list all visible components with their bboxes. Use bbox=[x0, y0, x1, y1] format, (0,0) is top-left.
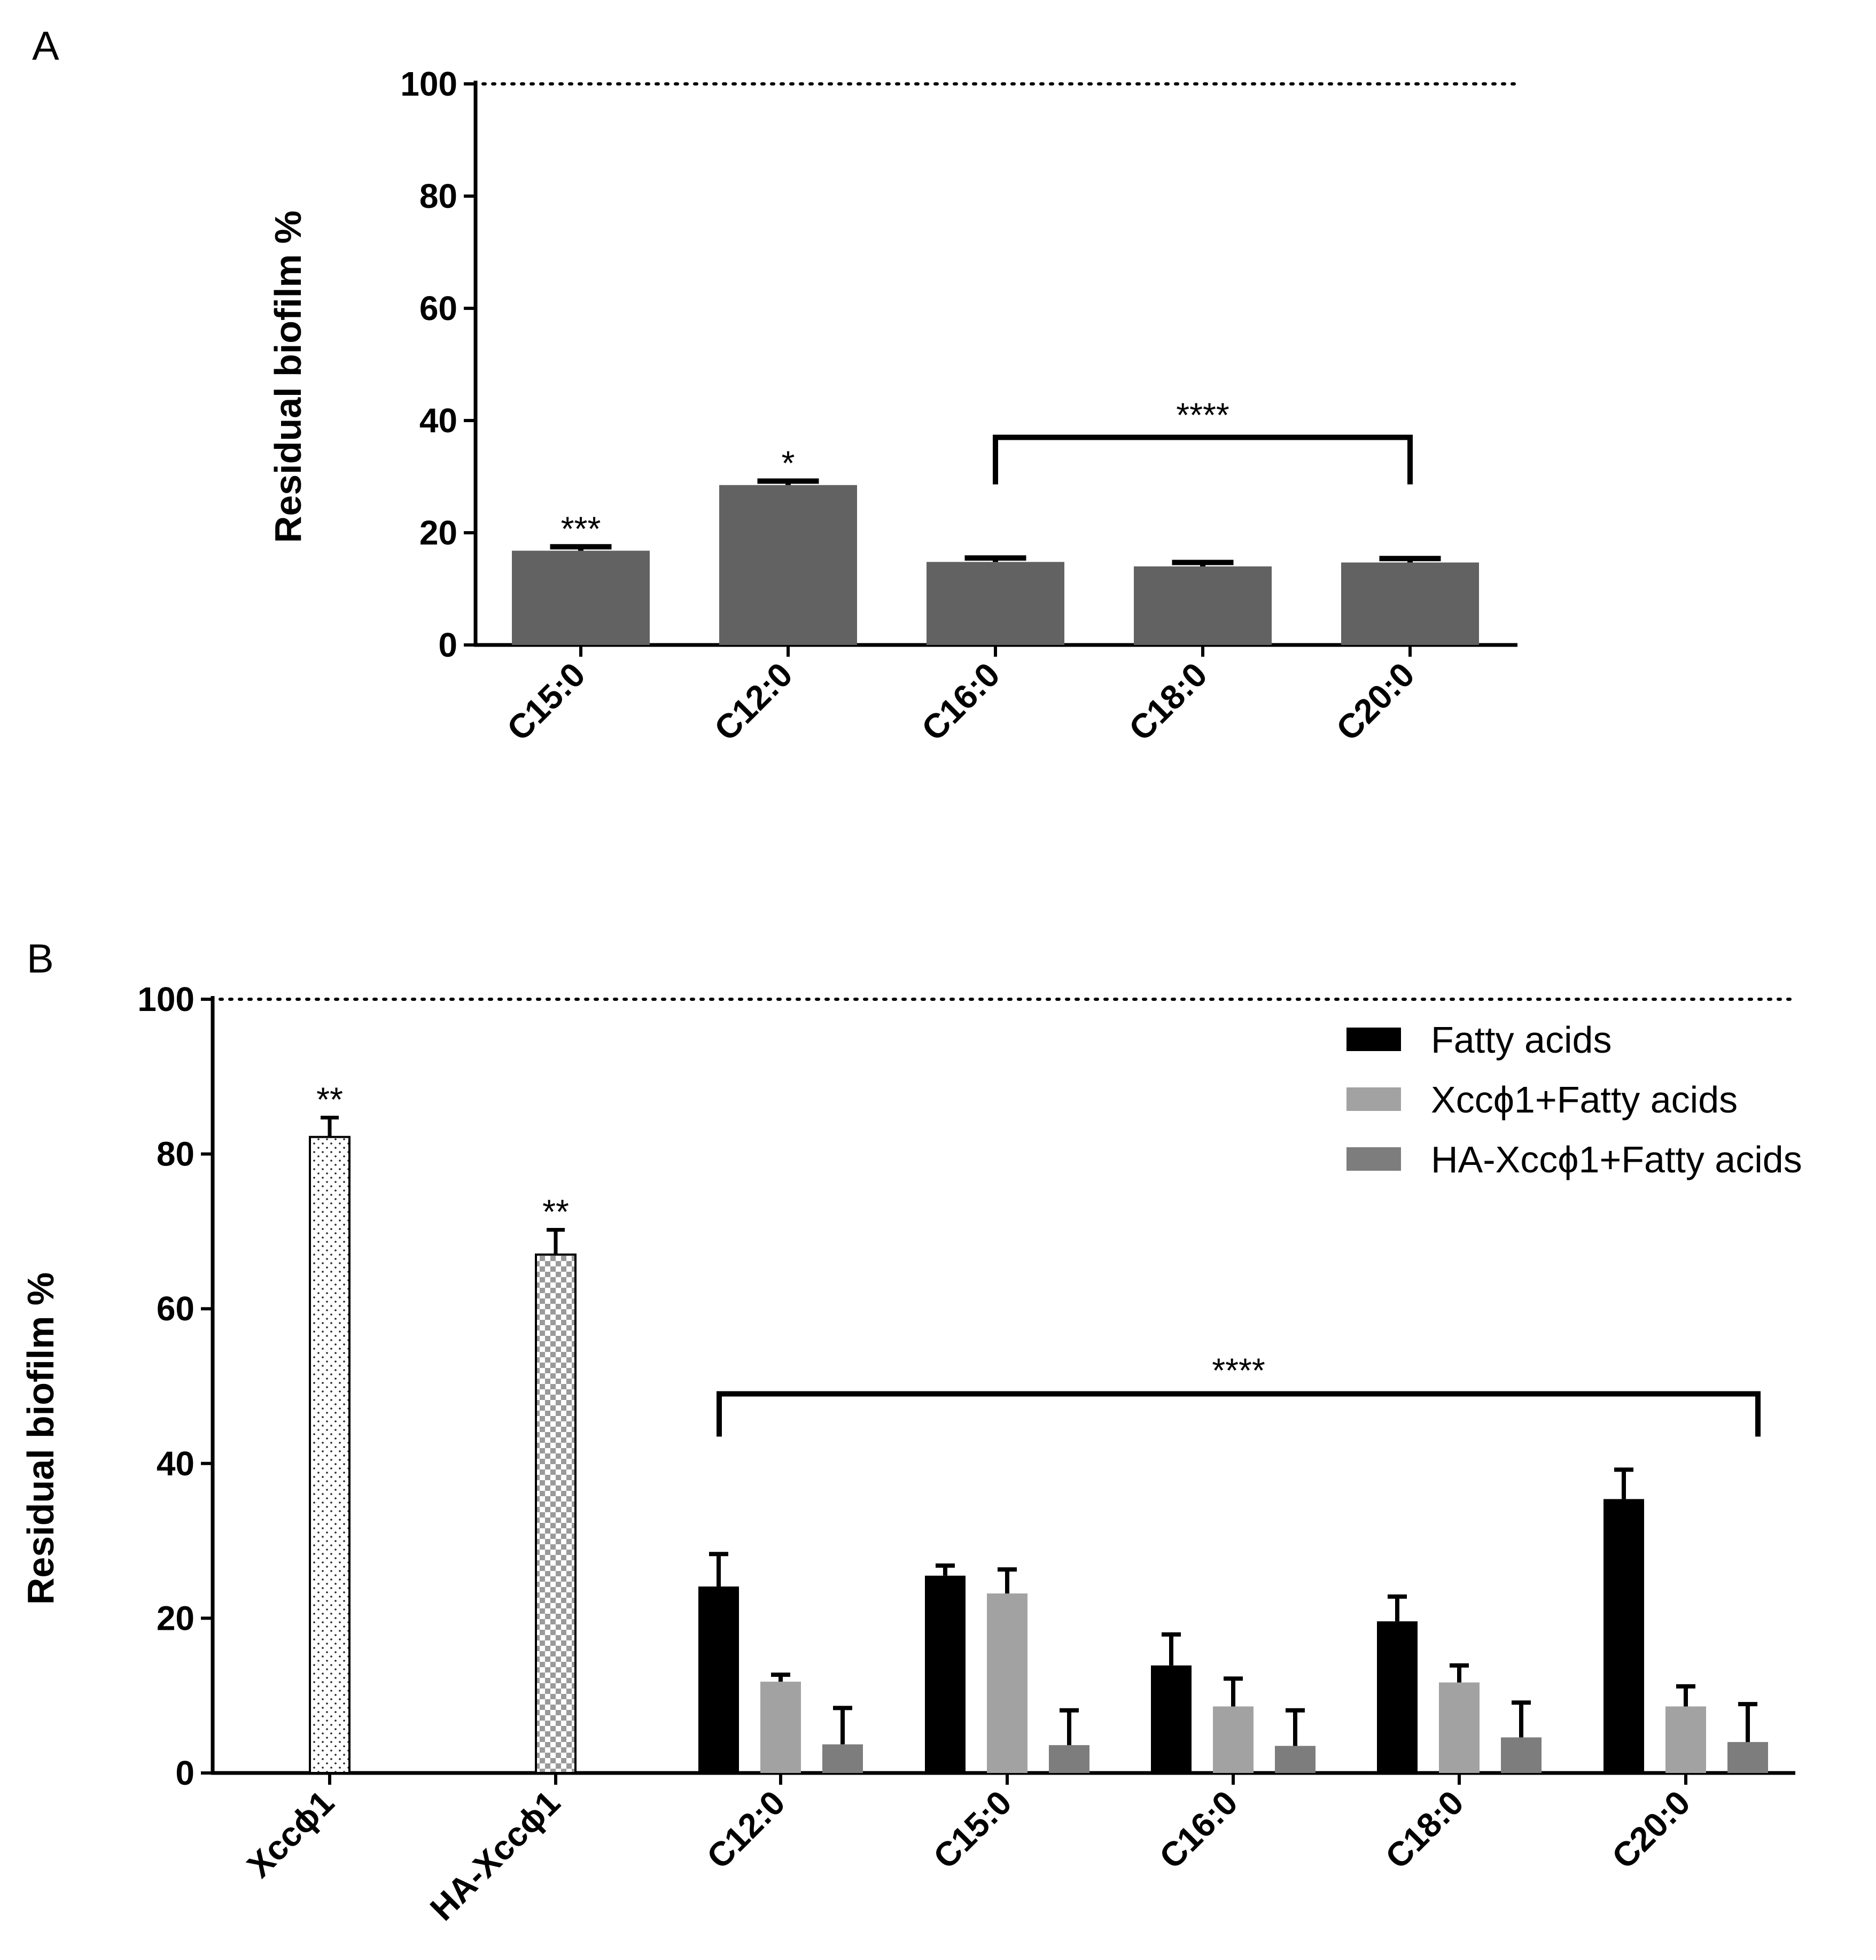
significance-bracket bbox=[993, 434, 1413, 485]
panel-a-y-axis-title: Residual biofilm % bbox=[267, 211, 309, 543]
significance-label: ** bbox=[542, 1193, 569, 1231]
panel-a-label: A bbox=[32, 24, 59, 69]
y-tick-label: 80 bbox=[419, 177, 457, 215]
x-tick-label: Xccϕ1 bbox=[239, 1783, 341, 1885]
y-tick-label: 100 bbox=[137, 980, 194, 1018]
bar-C15-0-series-2 bbox=[1049, 1745, 1089, 1773]
bar-C15-0 bbox=[512, 550, 650, 645]
bar-C20-0 bbox=[1341, 562, 1479, 645]
y-tick-label: 0 bbox=[438, 626, 457, 664]
bar-C18-0-series-1 bbox=[1439, 1682, 1480, 1773]
bar-C18-0-series-2 bbox=[1501, 1737, 1542, 1773]
panel-b: B Residual biofilm % 0 20 40 60 80 100 ** Xccϕ1… bbox=[20, 936, 1802, 1928]
bar-C16-0 bbox=[927, 562, 1064, 645]
bar-C12-0-series-1 bbox=[760, 1682, 801, 1773]
x-tick-label: HA-Xccϕ1 bbox=[423, 1783, 567, 1928]
significance-label: ** bbox=[316, 1080, 343, 1119]
bar-C12-0-series-0 bbox=[698, 1586, 739, 1773]
panel-a: A Residual biofilm % 020406080100C15:0**… bbox=[32, 24, 1519, 748]
bar-C16-0-series-1 bbox=[1213, 1706, 1254, 1773]
bar-C15-0-series-1 bbox=[987, 1593, 1027, 1773]
x-tick-label: C16:0 bbox=[1152, 1783, 1245, 1876]
y-tick-label: 40 bbox=[419, 401, 457, 440]
y-tick-label: 0 bbox=[175, 1754, 194, 1792]
legend-swatch bbox=[1346, 1028, 1401, 1051]
bar-C18-0 bbox=[1134, 566, 1272, 645]
significance-label: *** bbox=[561, 509, 601, 548]
x-tick-label: C20:0 bbox=[1605, 1783, 1698, 1876]
legend: Fatty acids Xccϕ1+Fatty acids HA-Xccϕ1+Fat… bbox=[1346, 1019, 1802, 1180]
x-tick-label: C12:0 bbox=[699, 1783, 792, 1876]
bar-C18-0-series-0 bbox=[1377, 1621, 1418, 1773]
x-tick-label: C16:0 bbox=[914, 655, 1007, 748]
y-tick-label: 20 bbox=[157, 1599, 194, 1637]
bar-C16-0-series-0 bbox=[1151, 1665, 1192, 1773]
bar-control-1 bbox=[535, 1253, 577, 1775]
bar-control-0 bbox=[309, 1135, 351, 1774]
bar-C16-0-series-2 bbox=[1275, 1746, 1315, 1773]
bracket-label: **** bbox=[1212, 1351, 1265, 1389]
bar-C12-0-series-2 bbox=[822, 1744, 863, 1773]
bar-C15-0-series-0 bbox=[925, 1575, 966, 1773]
y-tick-label: 60 bbox=[157, 1289, 194, 1328]
panel-b-y-axis-title: Residual biofilm % bbox=[20, 1272, 61, 1605]
y-tick-label: 80 bbox=[157, 1135, 194, 1173]
x-tick-label: C18:0 bbox=[1122, 655, 1215, 748]
legend-swatch bbox=[1346, 1147, 1401, 1171]
bar-C20-0-series-2 bbox=[1727, 1742, 1768, 1773]
bar-C12-0 bbox=[719, 485, 857, 645]
significance-bracket bbox=[717, 1391, 1761, 1437]
significance-label: * bbox=[782, 444, 795, 482]
legend-label: Xccϕ1+Fatty acids bbox=[1431, 1079, 1738, 1121]
panel-b-label: B bbox=[27, 936, 54, 982]
bar-C20-0-series-1 bbox=[1665, 1706, 1706, 1773]
legend-label: Fatty acids bbox=[1431, 1019, 1612, 1061]
x-tick-label: C18:0 bbox=[1378, 1783, 1471, 1876]
x-tick-label: C15:0 bbox=[926, 1783, 1019, 1876]
y-tick-label: 40 bbox=[157, 1444, 194, 1483]
y-tick-label: 100 bbox=[400, 65, 457, 103]
y-tick-label: 20 bbox=[419, 514, 457, 552]
legend-label: HA-Xccϕ1+Fatty acids bbox=[1431, 1139, 1802, 1180]
x-tick-label: C15:0 bbox=[500, 655, 593, 748]
bar-C20-0-series-0 bbox=[1603, 1499, 1644, 1773]
y-tick-label: 60 bbox=[419, 289, 457, 328]
x-tick-label: C12:0 bbox=[707, 655, 800, 748]
legend-swatch bbox=[1346, 1087, 1401, 1111]
x-tick-label: C20:0 bbox=[1329, 655, 1422, 748]
bracket-label: **** bbox=[1176, 396, 1229, 434]
